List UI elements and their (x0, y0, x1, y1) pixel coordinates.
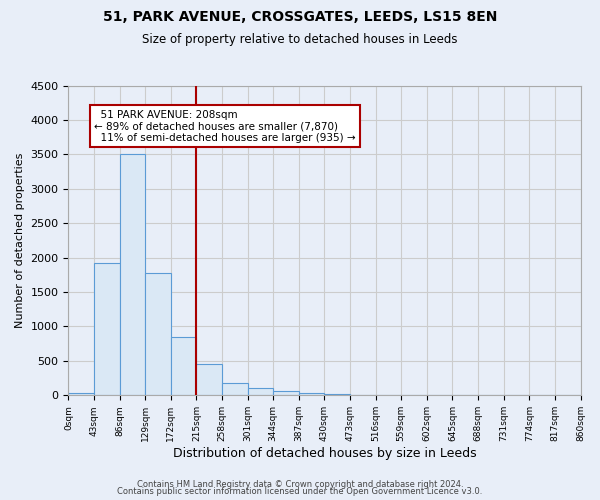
Bar (325, 394, 350, 396)
Bar (222, 384, 248, 396)
Bar (273, 391, 299, 396)
Text: Contains public sector information licensed under the Open Government Licence v3: Contains public sector information licen… (118, 487, 482, 496)
Bar (350, 394, 376, 396)
Bar (299, 392, 325, 396)
Bar (94, 263, 119, 396)
Bar (196, 364, 222, 396)
Text: 51, PARK AVENUE, CROSSGATES, LEEDS, LS15 8EN: 51, PARK AVENUE, CROSSGATES, LEEDS, LS15… (103, 10, 497, 24)
Text: Size of property relative to detached houses in Leeds: Size of property relative to detached ho… (142, 32, 458, 46)
Text: Contains HM Land Registry data © Crown copyright and database right 2024.: Contains HM Land Registry data © Crown c… (137, 480, 463, 489)
Bar (68, 392, 94, 396)
Bar (145, 273, 171, 396)
Bar (248, 388, 273, 396)
Y-axis label: Number of detached properties: Number of detached properties (15, 152, 25, 328)
Bar (119, 154, 145, 396)
X-axis label: Distribution of detached houses by size in Leeds: Distribution of detached houses by size … (173, 447, 476, 460)
Text: 51 PARK AVENUE: 208sqm
← 89% of detached houses are smaller (7,870)
  11% of sem: 51 PARK AVENUE: 208sqm ← 89% of detached… (94, 110, 356, 143)
Bar (171, 337, 196, 396)
